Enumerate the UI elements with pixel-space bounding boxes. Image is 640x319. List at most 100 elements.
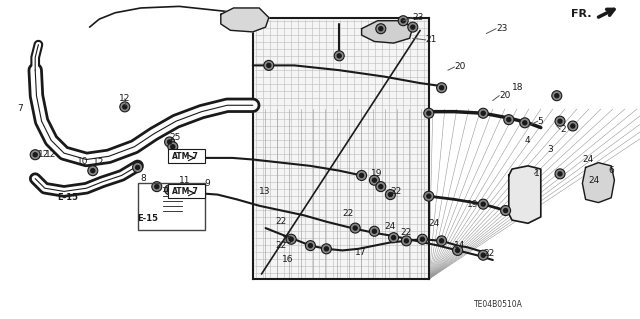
Circle shape — [523, 121, 527, 125]
Circle shape — [289, 237, 293, 241]
Circle shape — [376, 24, 386, 34]
Circle shape — [481, 111, 485, 115]
Circle shape — [411, 25, 415, 29]
Circle shape — [321, 244, 332, 254]
Circle shape — [401, 236, 412, 246]
Circle shape — [120, 102, 130, 112]
Circle shape — [33, 153, 37, 157]
Text: E-15: E-15 — [58, 193, 79, 202]
Circle shape — [132, 162, 143, 173]
Text: 12: 12 — [38, 150, 50, 159]
Text: 16: 16 — [282, 256, 293, 264]
Circle shape — [91, 169, 95, 173]
Circle shape — [356, 170, 367, 181]
Circle shape — [369, 226, 380, 236]
Text: 14: 14 — [454, 241, 466, 250]
Circle shape — [267, 63, 271, 67]
Text: 25: 25 — [170, 133, 181, 142]
Polygon shape — [362, 21, 413, 43]
Polygon shape — [221, 8, 269, 32]
Circle shape — [424, 108, 434, 118]
Circle shape — [372, 229, 376, 233]
Circle shape — [481, 202, 485, 206]
Text: 12: 12 — [93, 158, 104, 167]
Bar — [168, 149, 205, 163]
Text: 1: 1 — [534, 169, 540, 178]
Circle shape — [168, 188, 172, 192]
Circle shape — [372, 178, 376, 182]
Circle shape — [152, 182, 162, 192]
Circle shape — [123, 105, 127, 109]
Text: 22: 22 — [483, 249, 495, 258]
Text: 23: 23 — [413, 13, 424, 22]
Circle shape — [392, 236, 396, 240]
Circle shape — [388, 233, 399, 243]
Text: 22: 22 — [342, 209, 354, 218]
Circle shape — [376, 182, 386, 192]
Circle shape — [171, 145, 175, 149]
Text: FR.: FR. — [572, 9, 592, 19]
Circle shape — [379, 27, 383, 31]
Circle shape — [369, 175, 380, 185]
Circle shape — [478, 108, 488, 118]
Circle shape — [308, 244, 312, 248]
Text: E-15: E-15 — [138, 214, 159, 223]
Text: 4: 4 — [525, 136, 531, 145]
Text: 8: 8 — [141, 174, 147, 183]
Circle shape — [164, 185, 175, 195]
Text: 24: 24 — [429, 219, 440, 228]
Circle shape — [552, 91, 562, 101]
Text: 3: 3 — [547, 145, 553, 154]
Circle shape — [436, 236, 447, 246]
Circle shape — [190, 153, 200, 163]
Circle shape — [571, 124, 575, 128]
Text: 20: 20 — [454, 63, 466, 71]
Circle shape — [408, 22, 418, 32]
Bar — [253, 18, 429, 279]
Text: 12: 12 — [45, 150, 56, 159]
Circle shape — [507, 118, 511, 122]
Circle shape — [420, 237, 424, 241]
Circle shape — [555, 94, 559, 98]
Text: 24: 24 — [589, 176, 600, 185]
Text: TE04B0510A: TE04B0510A — [474, 300, 522, 309]
Text: 23: 23 — [496, 24, 508, 33]
Circle shape — [168, 142, 178, 152]
Circle shape — [504, 115, 514, 125]
Circle shape — [164, 137, 175, 147]
Bar — [168, 184, 205, 198]
Text: ATM-7: ATM-7 — [172, 152, 199, 161]
Text: 19: 19 — [371, 169, 383, 178]
Circle shape — [478, 199, 488, 209]
Circle shape — [520, 118, 530, 128]
Circle shape — [350, 223, 360, 233]
Text: 18: 18 — [512, 83, 524, 92]
Circle shape — [417, 234, 428, 244]
Circle shape — [305, 241, 316, 251]
Text: 10: 10 — [77, 157, 88, 166]
Circle shape — [379, 185, 383, 189]
Circle shape — [427, 194, 431, 198]
Circle shape — [404, 239, 408, 243]
Circle shape — [456, 249, 460, 252]
Polygon shape — [582, 163, 614, 203]
Circle shape — [88, 166, 98, 176]
Circle shape — [568, 121, 578, 131]
Text: 22: 22 — [390, 187, 402, 196]
Circle shape — [398, 16, 408, 26]
Circle shape — [190, 188, 200, 198]
Text: 5: 5 — [538, 117, 543, 126]
Circle shape — [436, 83, 447, 93]
Circle shape — [136, 166, 140, 169]
Circle shape — [555, 169, 565, 179]
Circle shape — [168, 140, 172, 144]
Text: 12: 12 — [119, 94, 131, 103]
Circle shape — [388, 193, 392, 197]
Circle shape — [401, 19, 405, 23]
Circle shape — [500, 205, 511, 216]
Text: 24: 24 — [384, 222, 396, 231]
Polygon shape — [509, 166, 541, 223]
Text: 17: 17 — [355, 248, 367, 256]
Circle shape — [193, 156, 197, 160]
Circle shape — [286, 234, 296, 244]
